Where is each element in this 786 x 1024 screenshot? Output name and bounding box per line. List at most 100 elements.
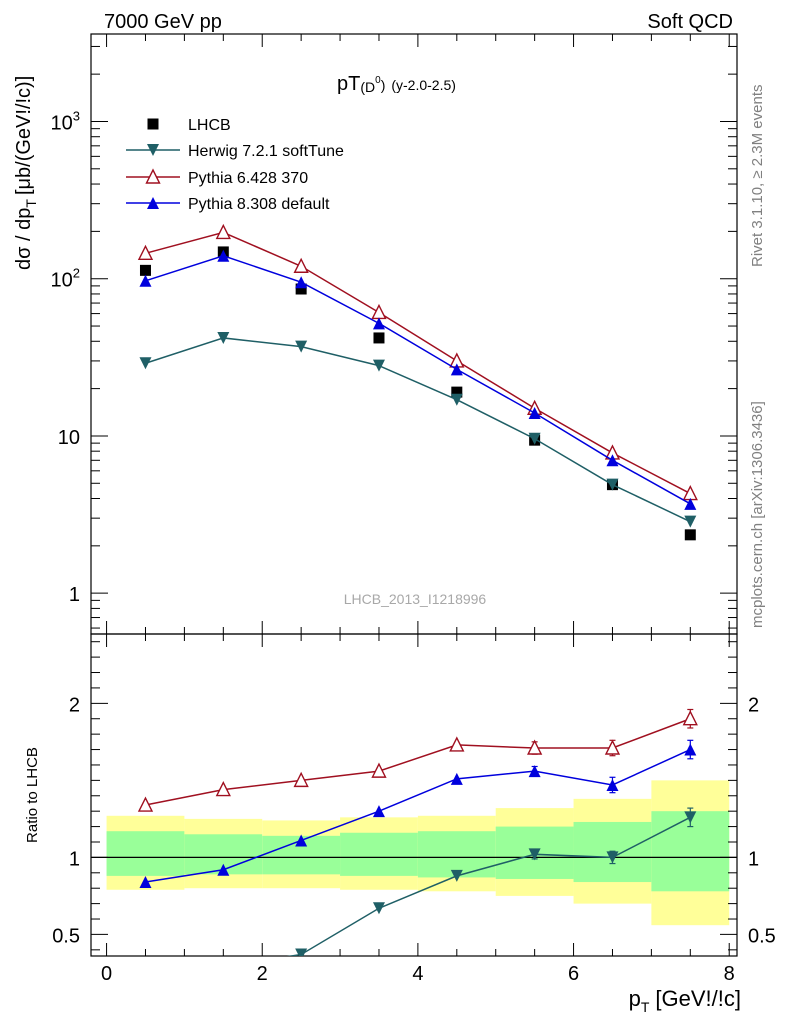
- legend-label-pythia6: Pythia 6.428 370: [188, 170, 308, 187]
- ratio-point-pythia8: [528, 765, 541, 778]
- point-herwig: [372, 359, 385, 372]
- tick-exponent: 2: [73, 266, 80, 281]
- point-pythia8: [372, 317, 385, 330]
- line-pythia6: [145, 231, 691, 495]
- tick-exponent: 3: [73, 108, 80, 123]
- ratio-point-pythia8: [217, 863, 230, 876]
- point-data: [295, 283, 307, 295]
- main-y-tick-label: 102: [51, 266, 80, 292]
- ratio-point-pythia6: [371, 762, 387, 778]
- point-pythia8: [684, 497, 697, 510]
- xlabel: pT [GeV!/!c]: [629, 986, 741, 1015]
- rivet-label: Rivet 3.1.10, ≥ 2.3M events: [749, 85, 766, 268]
- band-inner-4: [417, 831, 496, 878]
- mcplots-label: mcplots.cern.ch [arXiv:1306.3436]: [749, 401, 766, 628]
- ratio-point-herwig: [450, 869, 463, 882]
- main-series: [137, 223, 698, 541]
- main-ylabel-text: dσ / dp: [13, 208, 35, 270]
- analysis-watermark: LHCB_2013_I1218996: [344, 591, 487, 607]
- ratio-point-pythia6: [215, 781, 231, 797]
- point-data: [373, 332, 385, 344]
- main-ylabel: dσ / dpT [μb/(GeV!/!c)]: [13, 76, 39, 270]
- ratio-point-pythia6: [293, 771, 309, 788]
- uncertainty-bands: [106, 780, 730, 926]
- tick-base: 10: [51, 112, 73, 134]
- point-herwig: [139, 357, 152, 370]
- header-right: Soft QCD: [647, 11, 733, 33]
- tick-base: 10: [51, 270, 73, 292]
- point-pythia8: [528, 406, 541, 419]
- ratio-point-pythia8: [450, 772, 463, 785]
- ratio-point-pythia8: [295, 834, 308, 847]
- ratio-point-herwig: [372, 902, 385, 915]
- point-herwig: [684, 515, 697, 528]
- ratio-point-herwig: [684, 811, 697, 824]
- main-ylabel-unit: [μb/(GeV!/!c)]: [13, 76, 35, 195]
- ratio-series: [137, 708, 698, 977]
- ratio-point-herwig: [295, 948, 308, 956]
- legend-label-pythia8: Pythia 8.308 default: [188, 196, 330, 213]
- xlabel-text: p: [629, 986, 641, 1011]
- ratio-point-pythia6: [604, 739, 621, 755]
- point-pythia6: [682, 485, 698, 501]
- ratio-point-herwig: [217, 961, 229, 973]
- ratio-point-pythia8: [684, 743, 697, 756]
- main-y-tick-label: 1: [69, 584, 80, 606]
- ratio-frame: [90, 633, 738, 957]
- point-herwig: [295, 340, 308, 353]
- x-tick-label: 4: [412, 963, 423, 985]
- ratio-point-herwig: [139, 965, 151, 977]
- line-herwig: [145, 337, 691, 523]
- band-inner-0: [106, 831, 185, 876]
- ratio-point-herwig: [528, 848, 541, 861]
- title-close: ): [381, 77, 386, 93]
- chart-title: pT(D0) (y-2.0-2.5): [337, 73, 456, 95]
- point-pythia6: [293, 257, 309, 273]
- point-herwig: [450, 393, 463, 406]
- ratio-point-pythia8: [606, 778, 619, 791]
- legend-marker-data: [147, 118, 159, 130]
- main-ylabel-sub: T: [23, 199, 39, 208]
- point-pythia8: [217, 249, 230, 262]
- ratio-y-tick-label-right: 2: [748, 694, 759, 716]
- band-inner-3: [340, 832, 418, 876]
- x-tick-label: 8: [724, 963, 735, 985]
- title-sup: 0: [375, 75, 381, 86]
- point-pythia8: [139, 274, 152, 287]
- title-paren: (D: [360, 79, 375, 95]
- point-herwig: [217, 331, 230, 344]
- legend-label-data: LHCB: [188, 117, 231, 134]
- legend-marker-pythia6: [145, 168, 161, 184]
- x-tick-label: 0: [101, 963, 112, 985]
- ratio-line-pythia8: [145, 748, 691, 883]
- legend-marker-herwig: [147, 144, 159, 156]
- x-tick-label: 6: [568, 963, 579, 985]
- point-data: [139, 264, 151, 276]
- x-tick-label: 2: [257, 963, 268, 985]
- ratio-y-tick-label-left: 0.5: [52, 925, 80, 947]
- title-main: pT: [337, 73, 360, 95]
- main-y-tick-label: 10: [58, 427, 80, 449]
- point-pythia8: [450, 363, 463, 376]
- ratio-line-pythia6: [145, 718, 691, 806]
- ratio-point-pythia8: [139, 876, 152, 889]
- legend: LHCB Herwig 7.2.1 softTune Pythia 6.428 37…: [126, 117, 344, 213]
- point-pythia6: [215, 223, 231, 240]
- ratio-ylabel: Ratio to LHCB: [24, 747, 41, 843]
- ratio-point-pythia6: [527, 739, 543, 755]
- point-pythia8: [606, 454, 619, 467]
- ratio-y-tick-label-right: 0.5: [748, 925, 776, 947]
- line-pythia8: [145, 254, 691, 505]
- ratio-point-herwig: [606, 851, 619, 864]
- point-pythia8: [295, 276, 308, 289]
- legend-label-herwig: Herwig 7.2.1 softTune: [188, 143, 344, 160]
- header-left: 7000 GeV pp: [104, 11, 222, 33]
- legend-marker-pythia8: [147, 197, 159, 209]
- ratio-line-herwig: [286, 816, 691, 956]
- xlabel-sub: T: [641, 999, 650, 1015]
- xlabel-unit: [GeV!/!c]: [655, 986, 741, 1011]
- point-pythia6: [371, 303, 387, 320]
- point-herwig: [606, 478, 619, 491]
